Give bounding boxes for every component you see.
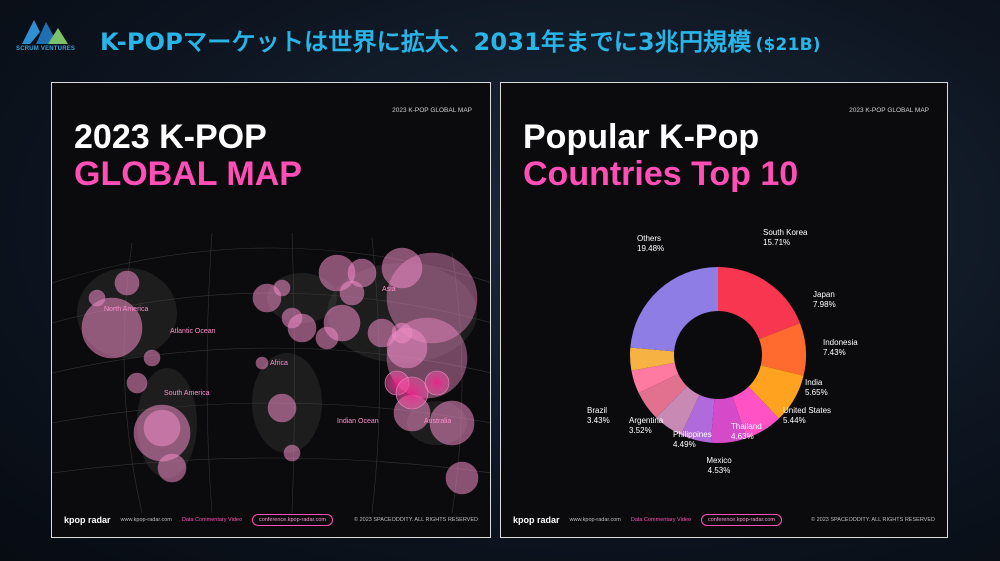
- value-argentina: 3.52%: [629, 426, 652, 435]
- map-title-line1: 2023 K-POP: [74, 118, 267, 156]
- panel-footer: kpop radar www.kpop-radar.com Data Comme…: [501, 503, 947, 537]
- panel-footer: kpop radar www.kpop-radar.com Data Comme…: [52, 503, 490, 537]
- value-brazil: 3.43%: [587, 416, 610, 425]
- donut-slice-south-korea: [718, 267, 801, 340]
- panel-tag: 2023 K-POP GLOBAL MAP: [392, 107, 472, 114]
- value-philippines: 4.49%: [673, 440, 696, 449]
- label-indonesia: Indonesia: [823, 338, 858, 347]
- label-indian: Indian Ocean: [337, 418, 379, 425]
- page-title: K-POPマーケットは世界に拡大、2031年までに3兆円規模 ($21B): [100, 22, 821, 57]
- logo-text: SCRUM VENTURES: [16, 46, 76, 52]
- bubbles: [81, 247, 479, 495]
- footer-video: Data Commentary Video: [630, 517, 691, 523]
- donut-slice-philippines: [638, 374, 688, 418]
- label-thailand: Thailand: [731, 422, 762, 431]
- footer-site[interactable]: www.kpop-radar.com: [569, 517, 621, 523]
- footer-site[interactable]: www.kpop-radar.com: [120, 517, 172, 523]
- value-mexico: 4.53%: [708, 466, 731, 475]
- label-united-states: United States: [783, 406, 831, 415]
- value-united-states: 5.44%: [783, 416, 806, 425]
- label-atlantic: Atlantic Ocean: [170, 328, 216, 335]
- global-map-panel: 2023 K-POP GLOBAL MAP 2023 K-POP GLOBAL …: [51, 82, 491, 538]
- label-asia: Asia: [382, 286, 396, 293]
- donut-slice-india: [732, 386, 779, 439]
- label-others: Others: [637, 234, 661, 243]
- page-title-suffix: ($21B): [755, 35, 821, 55]
- donut-slice-japan: [759, 323, 806, 376]
- chart-title-line1: Popular K-Pop: [523, 118, 760, 156]
- label-mexico: Mexico: [706, 456, 732, 465]
- donut-slice-others: [630, 267, 718, 352]
- label-south-korea: South Korea: [763, 228, 808, 237]
- label-north-america: North America: [104, 306, 148, 313]
- value-south-korea: 15.71%: [763, 238, 790, 247]
- value-others: 19.48%: [637, 244, 664, 253]
- chart-title-line2: Countries Top 10: [523, 155, 799, 193]
- scrum-ventures-logo: [22, 20, 68, 44]
- label-india: India: [805, 378, 823, 387]
- label-philippines: Philippines: [673, 430, 712, 439]
- donut-slice-mexico: [656, 386, 700, 435]
- value-thailand: 4.63%: [731, 432, 754, 441]
- label-japan: Japan: [813, 290, 835, 299]
- top10-panel: 2023 K-POP GLOBAL MAP Popular K-Pop Coun…: [500, 82, 948, 538]
- footer-pill[interactable]: conference.kpop-radar.com: [701, 514, 782, 526]
- donut-slice-thailand: [680, 394, 715, 443]
- value-india: 5.65%: [805, 388, 828, 397]
- map-title: 2023 K-POP GLOBAL MAP: [74, 119, 302, 193]
- donut-slice-indonesia: [748, 365, 804, 419]
- footer-brand: kpop radar: [64, 515, 111, 525]
- footer-copyright: © 2023 SPACEODDITY. ALL RIGHTS RESERVED: [811, 517, 935, 523]
- value-japan: 7.98%: [813, 300, 836, 309]
- footer-video: Data Commentary Video: [181, 517, 242, 523]
- world-map: North America Atlantic Ocean Africa Sout…: [52, 232, 490, 514]
- page-title-main: K-POPマーケットは世界に拡大、2031年までに3兆円規模: [100, 28, 752, 56]
- label-africa: Africa: [270, 360, 288, 367]
- value-indonesia: 7.43%: [823, 348, 846, 357]
- label-australia: Australia: [424, 418, 451, 425]
- donut-slice-brazil: [630, 347, 675, 371]
- label-brazil: Brazil: [587, 406, 607, 415]
- donut-slice-argentina: [631, 362, 679, 394]
- donut-slice-united-states: [710, 396, 747, 443]
- footer-pill[interactable]: conference.kpop-radar.com: [252, 514, 333, 526]
- label-argentina: Argentina: [629, 416, 664, 425]
- footer-brand: kpop radar: [513, 515, 560, 525]
- footer-copyright: © 2023 SPACEODDITY. ALL RIGHTS RESERVED: [354, 517, 478, 523]
- panel-tag: 2023 K-POP GLOBAL MAP: [849, 107, 929, 114]
- chart-title: Popular K-Pop Countries Top 10: [523, 119, 798, 193]
- label-south-america: South America: [164, 390, 210, 397]
- map-title-line2: GLOBAL MAP: [74, 155, 302, 193]
